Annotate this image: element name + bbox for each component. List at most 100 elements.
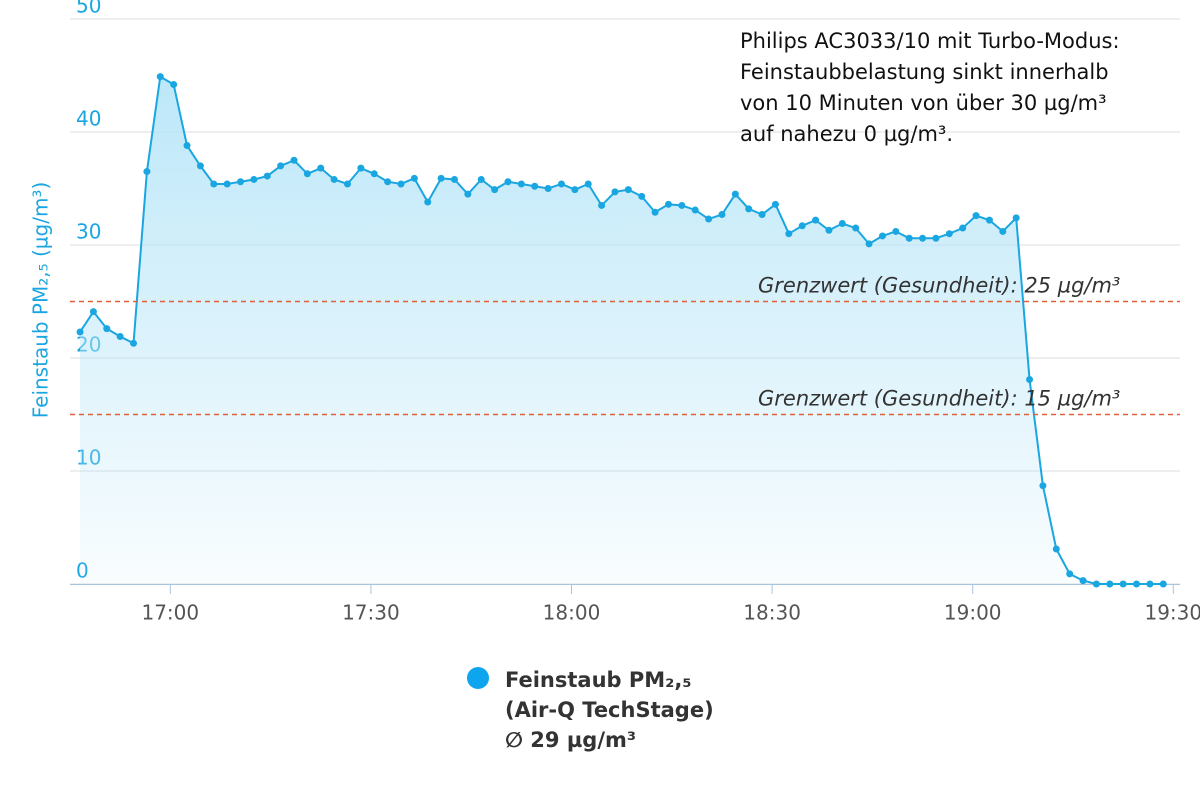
- point: [718, 210, 726, 218]
- point: [959, 224, 967, 232]
- point: [972, 212, 980, 220]
- point: [999, 227, 1007, 235]
- point: [812, 216, 820, 224]
- point: [1039, 482, 1047, 490]
- point: [89, 308, 97, 316]
- point: [437, 174, 445, 182]
- legend-label: Feinstaub PM₂,₅: [505, 668, 692, 692]
- x-tick-label: 18:30: [743, 601, 801, 625]
- point: [1133, 580, 1141, 588]
- point: [878, 232, 886, 240]
- y-tick-label: 40: [76, 107, 101, 131]
- annotation: Feinstaubbelastung sinkt innerhalb: [740, 60, 1109, 84]
- point: [344, 180, 351, 188]
- point: [464, 190, 472, 198]
- point: [1026, 375, 1034, 383]
- point: [357, 164, 365, 172]
- point: [731, 190, 739, 198]
- point: [985, 216, 993, 224]
- point: [584, 180, 592, 188]
- point: [1012, 214, 1020, 222]
- point: [1052, 545, 1060, 553]
- point: [491, 186, 499, 194]
- x-tick-label: 18:00: [543, 601, 601, 625]
- point: [277, 162, 285, 170]
- y-axis-label: Feinstaub PM₂,₅ (µg/m³): [29, 182, 53, 419]
- point: [317, 164, 325, 172]
- point: [1119, 580, 1127, 588]
- point: [303, 170, 311, 178]
- point: [598, 201, 606, 209]
- point: [410, 174, 418, 182]
- point: [945, 230, 953, 238]
- legend-marker: [467, 667, 489, 689]
- point: [1106, 580, 1114, 588]
- point: [330, 175, 338, 183]
- point: [892, 227, 900, 235]
- point: [250, 175, 258, 183]
- point: [370, 170, 378, 178]
- point: [504, 178, 512, 186]
- point: [758, 210, 766, 218]
- point: [156, 73, 164, 81]
- point: [290, 156, 298, 164]
- point: [691, 206, 699, 214]
- point: [905, 234, 913, 242]
- point: [705, 215, 713, 223]
- annotation: von 10 Minuten von über 30 µg/m³: [740, 91, 1107, 115]
- point: [798, 222, 806, 230]
- point: [651, 208, 659, 216]
- point: [384, 178, 392, 186]
- y-tick-label: 50: [76, 0, 101, 18]
- area-fill: [80, 76, 1164, 584]
- point: [557, 180, 565, 188]
- point: [664, 200, 672, 208]
- point: [1079, 577, 1087, 585]
- x-tick-label: 19:30: [1144, 601, 1200, 625]
- annotation: auf nahezu 0 µg/m³.: [740, 122, 953, 146]
- point: [785, 230, 793, 238]
- point: [865, 240, 873, 248]
- point: [196, 162, 204, 170]
- point: [424, 198, 432, 206]
- point: [531, 182, 539, 190]
- point: [825, 226, 833, 234]
- point: [745, 205, 753, 213]
- threshold-label: Grenzwert (Gesundheit): 15 µg/m³: [758, 387, 1120, 411]
- y-tick-label: 30: [76, 220, 101, 244]
- point: [678, 201, 686, 209]
- point: [170, 81, 178, 89]
- point: [611, 188, 619, 196]
- point: [1146, 580, 1154, 588]
- point: [397, 180, 405, 188]
- point: [544, 185, 552, 192]
- legend-label: ∅ 29 µg/m³: [505, 728, 636, 752]
- point: [624, 186, 632, 194]
- x-tick-label: 19:00: [944, 601, 1002, 625]
- point: [852, 224, 860, 232]
- point: [638, 192, 646, 200]
- x-tick-label: 17:30: [342, 601, 400, 625]
- line: [79, 75, 1164, 585]
- point: [771, 200, 779, 208]
- point: [223, 180, 231, 188]
- point: [517, 180, 525, 188]
- point: [76, 328, 84, 336]
- point: [919, 234, 927, 242]
- point: [1066, 570, 1074, 578]
- threshold-label: Grenzwert (Gesundheit): 25 µg/m³: [758, 274, 1120, 298]
- point: [1092, 580, 1100, 588]
- point: [130, 339, 138, 347]
- point: [143, 168, 151, 176]
- point: [838, 220, 846, 228]
- point: [237, 178, 245, 186]
- x-tick-label: 17:00: [141, 601, 199, 625]
- point: [116, 333, 124, 341]
- point: [183, 142, 191, 150]
- point: [477, 175, 485, 183]
- point: [263, 172, 271, 180]
- point: [571, 186, 579, 194]
- point: [210, 180, 218, 188]
- point: [450, 175, 458, 183]
